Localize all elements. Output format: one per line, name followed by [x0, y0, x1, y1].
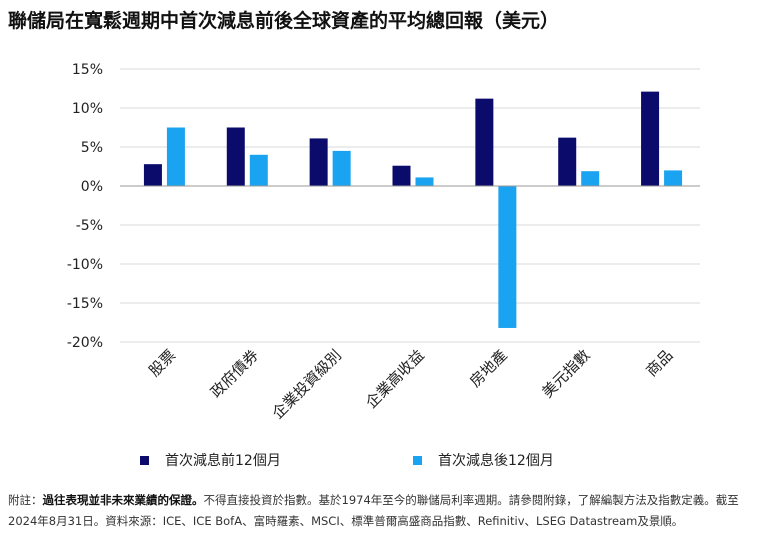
x-tick-label: 企業高收益 — [362, 346, 428, 412]
bar-before — [143, 164, 162, 186]
legend-swatch-before — [140, 455, 149, 465]
bar-before — [309, 138, 328, 186]
y-tick-label: 0% — [81, 179, 103, 195]
footnote-disclaimer: 過往表現並非未來業績的保證。 — [42, 493, 204, 507]
bar-after — [498, 186, 517, 328]
y-tick-label: 5% — [81, 140, 103, 156]
footnote: 附註：過往表現並非未來業績的保證。不得直接投資於指數。基於1974年至今的聯儲局… — [8, 490, 756, 532]
bar-after — [249, 154, 268, 186]
x-tick-label: 股票 — [145, 346, 179, 380]
y-tick-label: 15% — [72, 62, 103, 78]
x-tick-label: 企業投資級別 — [269, 346, 345, 422]
bar-before — [558, 137, 577, 186]
bar-before — [641, 91, 660, 186]
bar-after — [581, 171, 600, 186]
bar-before — [475, 98, 494, 186]
legend-label-after: 首次減息後12個月 — [438, 453, 554, 469]
x-tick-label: 房地產 — [466, 346, 511, 391]
y-tick-label: -15% — [67, 296, 103, 312]
y-tick-label: -5% — [76, 218, 103, 234]
legend-item-after: 首次減息後12個月 — [413, 450, 554, 470]
x-tick-label: 政府債券 — [207, 346, 262, 401]
x-tick-label: 美元指數 — [538, 346, 593, 401]
legend-label-before: 首次減息前12個月 — [165, 453, 281, 469]
chart-title: 聯儲局在寬鬆週期中首次減息前後全球資產的平均總回報（美元） — [8, 10, 560, 32]
y-tick-label: -20% — [67, 335, 103, 351]
y-tick-label: 10% — [72, 101, 103, 117]
legend-swatch-after — [413, 455, 422, 465]
bar-after — [332, 150, 351, 186]
bar-after — [166, 127, 185, 186]
footnote-prefix: 附註： — [8, 493, 43, 507]
x-tick-label: 商品 — [642, 346, 676, 380]
bar-after — [415, 177, 434, 186]
bar-after — [664, 170, 683, 186]
bar-before — [226, 127, 245, 186]
footnote-text: 不得直接投資於指數。基於1974年至今的聯儲局利率週期。請參閱附錄，了解編製方法… — [8, 493, 739, 528]
y-tick-label: -10% — [67, 257, 103, 273]
bar-before — [392, 165, 411, 186]
legend-item-before: 首次減息前12個月 — [140, 450, 281, 470]
